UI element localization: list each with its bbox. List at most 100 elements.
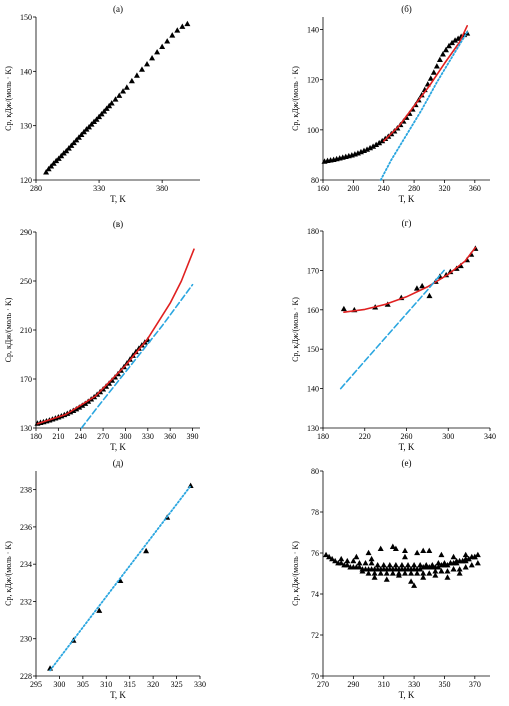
data-point bbox=[389, 543, 396, 549]
data-point bbox=[426, 547, 433, 554]
data-point bbox=[432, 568, 439, 574]
data-point bbox=[65, 145, 72, 151]
data-point bbox=[439, 51, 446, 57]
y-tick-label: 140 bbox=[307, 26, 319, 35]
x-tick-label: 300 bbox=[53, 680, 65, 689]
x-tick-label: 160 bbox=[317, 184, 329, 193]
data-point bbox=[417, 562, 424, 568]
data-point bbox=[144, 60, 151, 67]
y-tick-label: 180 bbox=[307, 227, 319, 236]
data-point bbox=[408, 578, 415, 584]
data-point bbox=[447, 559, 454, 566]
x-tick-label: 380 bbox=[156, 184, 168, 193]
y-tick-label: 120 bbox=[20, 176, 32, 185]
x-tick-label: 390 bbox=[187, 432, 199, 441]
x-axis-label: T, K bbox=[110, 194, 126, 204]
data-point bbox=[471, 553, 478, 560]
x-tick-label: 180 bbox=[317, 432, 329, 441]
y-tick-label: 130 bbox=[20, 424, 32, 433]
chart-title: (г) bbox=[402, 218, 412, 228]
y-tick-label: 160 bbox=[307, 306, 319, 315]
data-point bbox=[164, 38, 171, 44]
data-point bbox=[340, 305, 347, 312]
data-point bbox=[143, 547, 150, 554]
data-point bbox=[117, 577, 124, 584]
x-tick-label: 370 bbox=[469, 680, 481, 689]
data-point bbox=[75, 134, 82, 140]
data-point bbox=[356, 559, 363, 566]
data-point bbox=[154, 49, 161, 55]
data-point bbox=[423, 562, 430, 568]
data-point bbox=[392, 545, 399, 551]
data-point bbox=[123, 84, 130, 90]
x-tick-label: 240 bbox=[378, 184, 390, 193]
x-tick-label: 330 bbox=[194, 680, 206, 689]
data-point bbox=[418, 91, 425, 98]
data-point bbox=[408, 570, 415, 576]
data-point bbox=[432, 572, 439, 578]
data-point bbox=[365, 549, 372, 556]
data-point bbox=[367, 144, 374, 151]
data-point bbox=[383, 570, 390, 576]
x-tick-label: 350 bbox=[438, 680, 450, 689]
x-tick-label: 315 bbox=[124, 680, 136, 689]
data-point bbox=[96, 607, 103, 613]
data-point bbox=[80, 128, 87, 135]
y-tick-label: 228 bbox=[20, 672, 32, 681]
data-point bbox=[456, 570, 463, 576]
data-point bbox=[462, 551, 469, 558]
y-axis-label: Cp, кДж/(моль · K) bbox=[4, 66, 13, 131]
data-point bbox=[413, 285, 420, 291]
data-point bbox=[120, 88, 127, 94]
chart-panel-5: (е) 270 290 310 330 350 370 70 72 74 76 78 80 T, K Cp,… bbox=[291, 458, 490, 700]
data-point bbox=[380, 562, 387, 568]
data-point bbox=[88, 121, 95, 127]
y-tick-label: 76 bbox=[311, 549, 319, 558]
data-point bbox=[414, 549, 421, 556]
y-tick-label: 74 bbox=[311, 590, 319, 599]
data-point bbox=[133, 72, 140, 78]
data-point bbox=[63, 147, 70, 154]
x-tick-label: 320 bbox=[147, 680, 159, 689]
y-tick-label: 80 bbox=[311, 176, 319, 185]
y-tick-label: 236 bbox=[20, 523, 32, 532]
y-axis-label: Cp, кДж/(моль · K) bbox=[4, 297, 13, 362]
chart-title: (а) bbox=[113, 4, 123, 14]
data-point bbox=[444, 562, 451, 568]
data-point bbox=[50, 160, 57, 166]
data-point bbox=[96, 113, 103, 120]
x-tick-label: 360 bbox=[469, 184, 481, 193]
x-axis-label: T, K bbox=[399, 194, 415, 204]
data-point bbox=[449, 39, 456, 46]
data-point bbox=[356, 564, 363, 570]
x-tick-label: 360 bbox=[164, 432, 176, 441]
x-axis-label: T, K bbox=[110, 442, 126, 452]
data-point bbox=[371, 574, 378, 580]
data-point bbox=[338, 559, 345, 566]
y-axis-label: Cp, кДж/(моль · K) bbox=[4, 541, 13, 606]
x-tick-label: 290 bbox=[347, 680, 359, 689]
data-point bbox=[427, 75, 434, 81]
data-point bbox=[435, 559, 442, 566]
data-point bbox=[169, 32, 176, 38]
solid-fit-line bbox=[382, 24, 469, 142]
x-tick-label: 330 bbox=[93, 184, 105, 193]
dashed-fit-line bbox=[80, 283, 194, 429]
chart-panel-2: (в) 180 210 240 270 300 330 360 390 130 170 210 250 2… bbox=[4, 219, 200, 452]
data-point bbox=[344, 557, 351, 564]
data-point bbox=[365, 570, 372, 576]
data-point bbox=[78, 131, 85, 138]
y-tick-label: 70 bbox=[311, 672, 319, 681]
x-tick-label: 270 bbox=[317, 680, 329, 689]
y-tick-label: 230 bbox=[20, 635, 32, 644]
data-point bbox=[132, 348, 139, 355]
data-point bbox=[159, 43, 166, 49]
chart-title: (д) bbox=[113, 458, 124, 468]
data-point bbox=[465, 555, 472, 562]
y-tick-label: 232 bbox=[20, 597, 32, 606]
y-tick-label: 120 bbox=[307, 76, 319, 85]
solid-fit-line bbox=[343, 246, 477, 314]
chart-panel-3: (г) 180 220 260 300 340 130 140 150 160 170 180 T, K… bbox=[291, 218, 496, 452]
data-point bbox=[386, 562, 393, 568]
